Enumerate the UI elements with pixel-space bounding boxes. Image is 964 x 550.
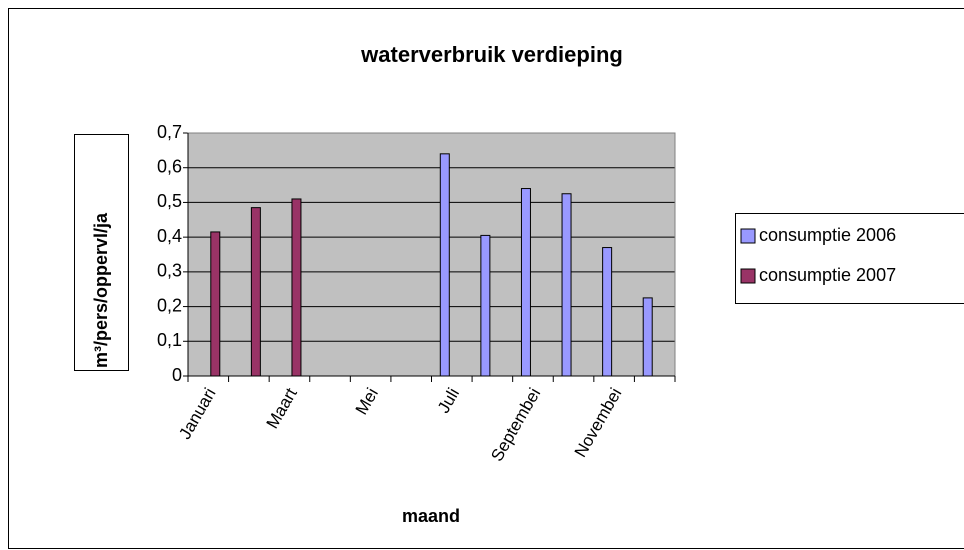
y-tick-label: 0,2: [157, 295, 182, 315]
bar: [250, 207, 261, 377]
bar: [602, 247, 613, 377]
bar: [439, 153, 450, 377]
chart-title: waterverbruik verdieping: [360, 42, 623, 67]
y-tick-label: 0,6: [157, 156, 182, 176]
bar: [642, 297, 653, 377]
x-axis-label: maand: [402, 506, 460, 526]
y-tick-label: 0,3: [157, 261, 182, 281]
bar: [520, 188, 531, 377]
legend-swatch: [740, 228, 756, 244]
bar: [210, 231, 221, 377]
legend-swatch: [740, 268, 756, 284]
bar: [291, 198, 302, 377]
bar: [561, 193, 572, 377]
y-tick-label: 0,1: [157, 330, 182, 350]
y-tick-label: 0,5: [157, 191, 182, 211]
legend-box: [735, 213, 964, 304]
y-tick-label: 0: [172, 365, 182, 385]
y-label-box: [74, 134, 129, 371]
y-tick-label: 0,7: [157, 122, 182, 142]
legend-label: consumptie 2007: [759, 265, 896, 285]
bar: [480, 234, 491, 377]
legend: consumptie 2006 consumptie 2007: [735, 213, 964, 304]
legend-label: consumptie 2006: [759, 225, 896, 245]
y-axis-label: m³/pers/oppervl/ja: [91, 212, 111, 368]
plot-area: [188, 133, 675, 376]
y-label-clip: m³/pers/oppervl/ja: [91, 212, 111, 368]
y-tick-label: 0,4: [157, 226, 182, 246]
